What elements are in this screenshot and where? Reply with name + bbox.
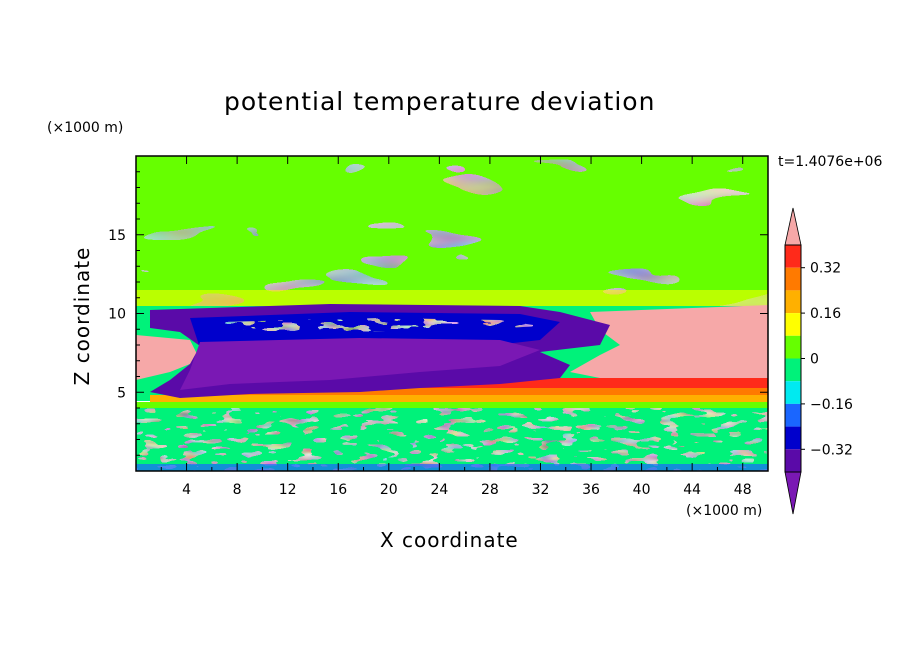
y-tick-label: 5 [117,385,126,401]
time-label: t=1.4076e+06 [778,154,883,170]
field-cold-anomaly-cyan-layer [220,318,540,334]
colorbar-band [785,335,801,359]
x-tick-label: 4 [182,482,191,498]
x-tick-label: 40 [633,482,651,498]
colorbar-band [784,207,802,246]
x-tick-label: 48 [734,482,752,498]
field-cold-anomaly-core [180,338,540,390]
field-transition-band [136,290,768,308]
chart-title: potential temperature deviation [224,87,656,116]
colorbar-tick-label: 0 [810,352,819,368]
colorbar-tick-label: 0.16 [810,306,841,322]
colorbar-band [784,471,802,515]
x-tick-label: 16 [329,482,347,498]
colorbar-band [785,381,801,404]
x-tick-label: 32 [532,482,550,498]
colorbar-band [785,426,801,450]
field-warm-anomaly-right [570,305,768,378]
colorbar-band [785,267,801,291]
y-axis-ticks: 5 10 15 [108,171,768,456]
y-axis-unit: (×1000 m) [47,120,124,136]
field-warm-band-orange [200,388,768,395]
colorbar-band [785,245,801,268]
field-bottom-strip [136,464,768,471]
x-tick-label: 24 [430,482,448,498]
colorbar-band [785,313,801,336]
colorbar-tick-label: −0.16 [810,397,853,413]
x-tick-label: 36 [582,482,600,498]
colorbar-tick-label: −0.32 [810,442,853,458]
colorbar-band [785,449,801,472]
x-tick-label: 44 [683,482,701,498]
colorbar: 0.32 0.16 0 −0.16 −0.32 [784,207,853,515]
x-axis-ticks: 4 8 12 16 20 24 28 32 36 40 44 48 [160,156,752,498]
y-tick-label: 15 [108,228,126,244]
x-tick-label: 28 [481,482,499,498]
colorbar-tick-label: 0.32 [810,261,841,277]
x-tick-label: 8 [233,482,242,498]
colorbar-band [785,403,801,427]
field-warm-band-yellow [150,395,768,402]
field-lower-noise [136,408,768,471]
y-tick-label: 10 [108,307,126,323]
x-axis-unit: (×1000 m) [686,503,763,519]
colorbar-band [785,358,801,382]
field-warm-band-red [380,378,768,388]
colorbar-band [785,290,801,314]
x-axis-label: X coordinate [380,528,519,552]
y-axis-label: Z coordinate [70,246,94,386]
heatmap-field [136,156,768,471]
field-warm-band-lime [136,402,768,408]
x-tick-label: 12 [279,482,297,498]
field-warm-anomaly-left [136,335,200,380]
field-upper-streaks [136,156,768,306]
x-tick-label: 20 [380,482,398,498]
